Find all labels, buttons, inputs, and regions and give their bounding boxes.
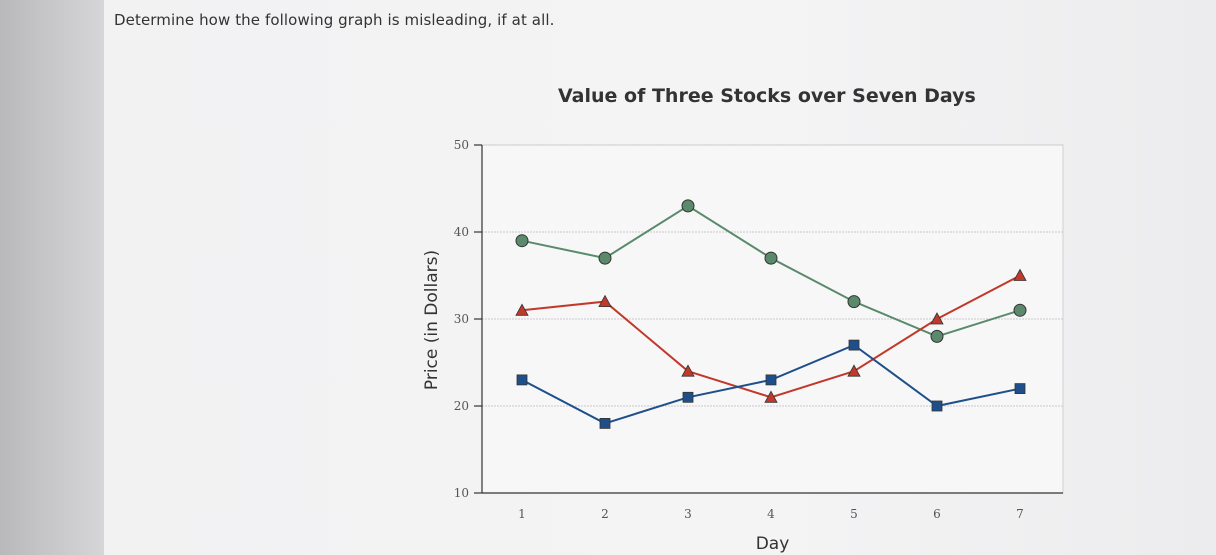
x-axis-label: Day: [756, 534, 790, 554]
x-tick-label-1: 1: [518, 507, 526, 521]
series-triangle-point-4: [764, 390, 778, 403]
question-text: Determine how the following graph is mis…: [114, 11, 555, 29]
series-triangle-point-6: [930, 312, 944, 325]
chart-title: Value of Three Stocks over Seven Days: [558, 85, 976, 107]
y-tick-label-20: 20: [454, 399, 469, 413]
series-square-point-2: [599, 417, 611, 429]
series-triangle-point-7: [1013, 268, 1027, 281]
y-tick-label-50: 50: [454, 138, 469, 152]
series-triangle-point-1: [515, 303, 529, 316]
y-tick-label-30: 30: [454, 312, 469, 326]
series-square-point-4: [765, 374, 777, 386]
x-tick-label-3: 3: [684, 507, 692, 521]
series-square-point-7: [1014, 383, 1026, 395]
series-circle-point-3: [681, 199, 695, 213]
series-square-point-6: [931, 400, 943, 412]
x-tick-label-5: 5: [850, 507, 858, 521]
background-left-edge: [0, 0, 104, 555]
series-circle-point-7: [1013, 303, 1027, 317]
y-tick-label-10: 10: [454, 486, 469, 500]
series-triangle-point-2: [598, 294, 612, 308]
y-axis-label: Price (in Dollars): [422, 250, 442, 390]
y-tick-label-40: 40: [454, 225, 469, 239]
series-triangle-point-5: [847, 364, 861, 377]
x-tick-label-6: 6: [933, 507, 941, 521]
series-circle-point-4: [764, 251, 778, 265]
series-triangle-point-3: [681, 364, 695, 377]
series-circle-point-5: [847, 295, 861, 309]
x-tick-label-7: 7: [1016, 507, 1024, 521]
series-square-point-3: [682, 391, 694, 403]
series-circle-point-6: [930, 329, 944, 343]
x-tick-label-4: 4: [767, 507, 775, 521]
series-circle-point-2: [598, 251, 612, 265]
x-tick-label-2: 2: [601, 507, 609, 521]
series-circle-point-1: [515, 234, 529, 248]
series-square-point-1: [516, 374, 528, 386]
series-square-point-5: [848, 339, 860, 351]
